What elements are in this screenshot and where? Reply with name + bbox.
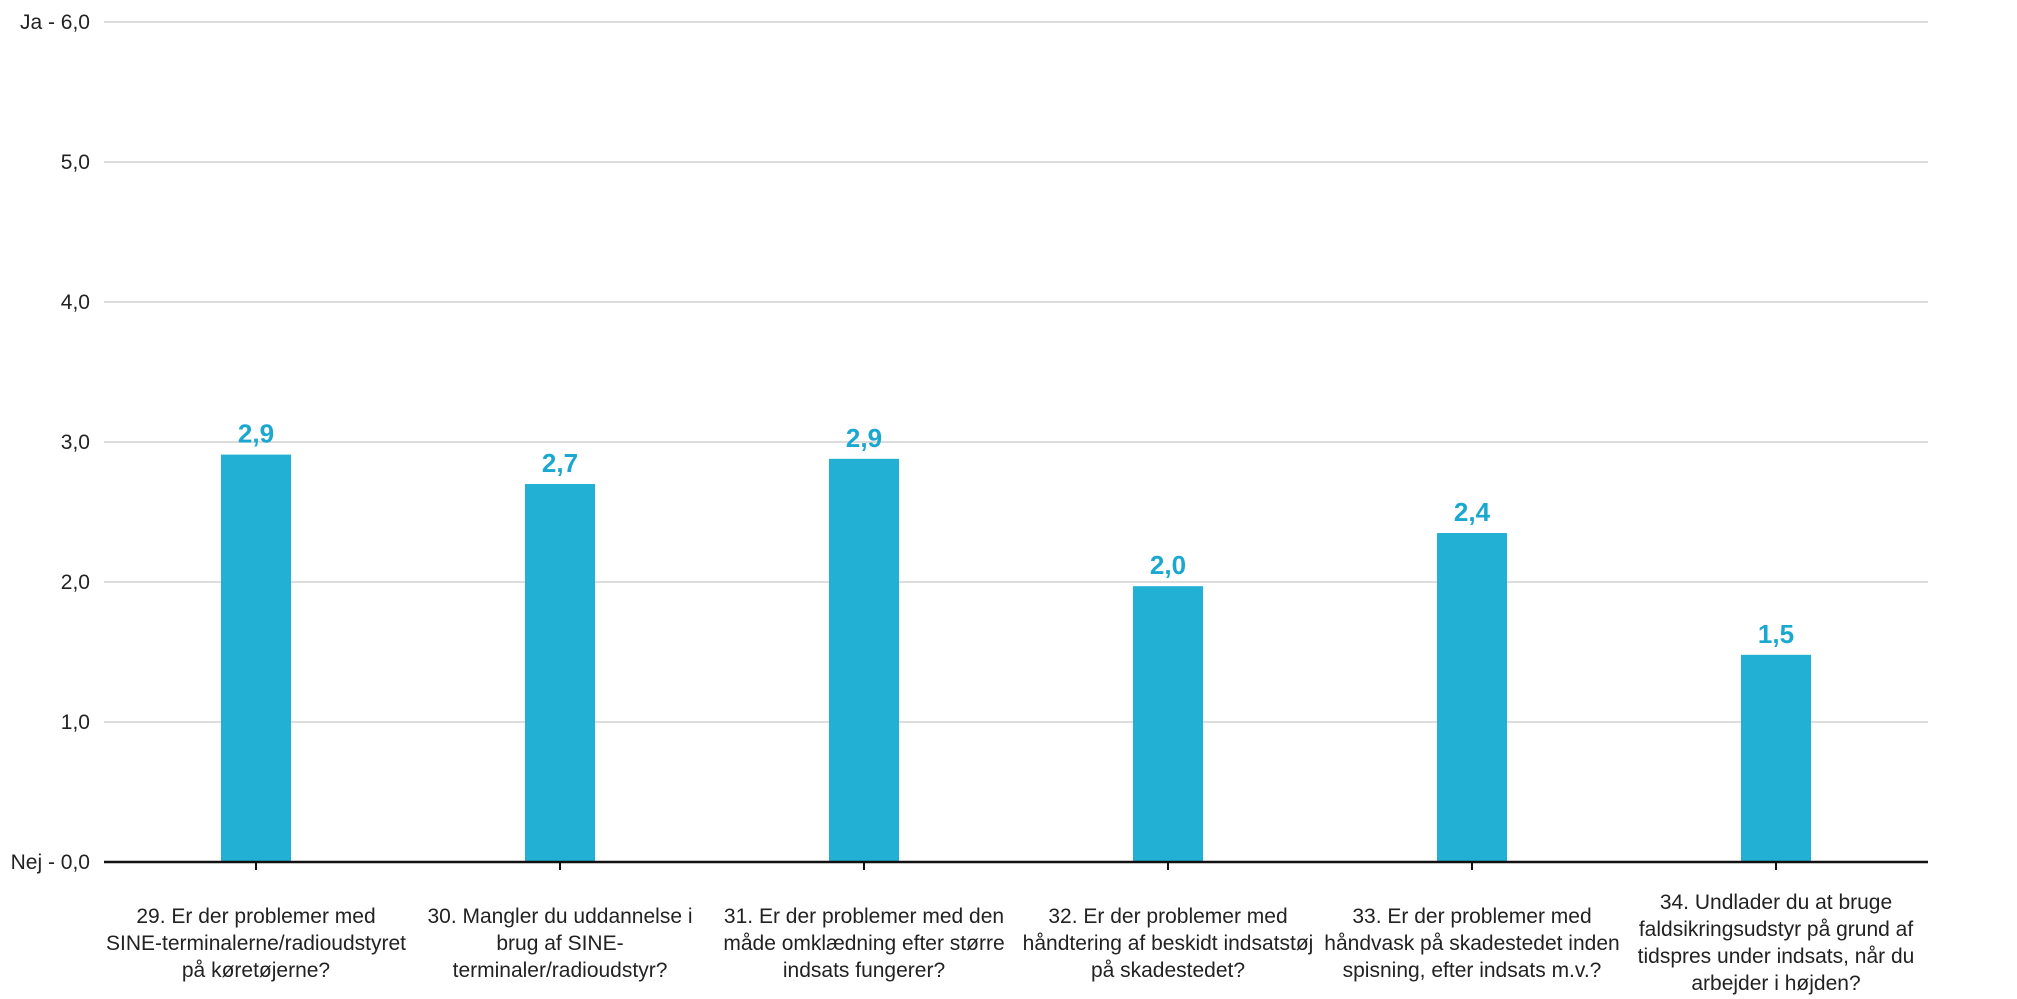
bar bbox=[1437, 533, 1507, 862]
data-label: 2,0 bbox=[1150, 550, 1186, 580]
bar bbox=[829, 458, 899, 862]
y-axis-tick-labels: Nej - 0,0 1,0 2,0 3,0 4,0 5,0 Ja - 6,0 bbox=[11, 11, 90, 874]
data-label: 2,9 bbox=[238, 419, 274, 449]
y-tick-label: 2,0 bbox=[61, 571, 90, 594]
x-category-label: 32. Er der problemer med håndtering af b… bbox=[1022, 904, 1314, 982]
data-label: 2,4 bbox=[1454, 497, 1491, 527]
y-tick-label: 4,0 bbox=[61, 291, 90, 314]
bar bbox=[221, 454, 291, 862]
y-tick-label: Nej - 0,0 bbox=[11, 851, 90, 874]
x-category-label: 34. Undlader du at bruge faldsikringsuds… bbox=[1637, 891, 1915, 995]
x-category-label: 33. Er der problemer med håndvask på ska… bbox=[1324, 904, 1620, 982]
y-tick-label: 5,0 bbox=[61, 151, 90, 174]
data-label: 2,7 bbox=[542, 448, 578, 478]
bar bbox=[1133, 586, 1203, 862]
data-label: 2,9 bbox=[846, 423, 882, 453]
bar bbox=[1741, 654, 1811, 862]
y-tick-label: 3,0 bbox=[61, 431, 90, 454]
x-category-label: 31. Er der problemer med den måde omklæd… bbox=[723, 904, 1005, 982]
x-category-label: 29. Er der problemer med SINE-terminaler… bbox=[106, 904, 406, 982]
gridlines bbox=[104, 21, 1928, 723]
bars bbox=[221, 454, 1811, 862]
y-tick-label: 1,0 bbox=[61, 711, 90, 734]
x-category-label: 30. Mangler du uddannelse i brug af SINE… bbox=[427, 904, 693, 982]
y-tick-label: Ja - 6,0 bbox=[20, 11, 90, 34]
data-labels: 2,9 2,7 2,9 2,0 2,4 1,5 bbox=[238, 419, 1794, 649]
x-axis bbox=[104, 860, 1928, 870]
bar bbox=[525, 484, 595, 862]
data-label: 1,5 bbox=[1758, 619, 1794, 649]
